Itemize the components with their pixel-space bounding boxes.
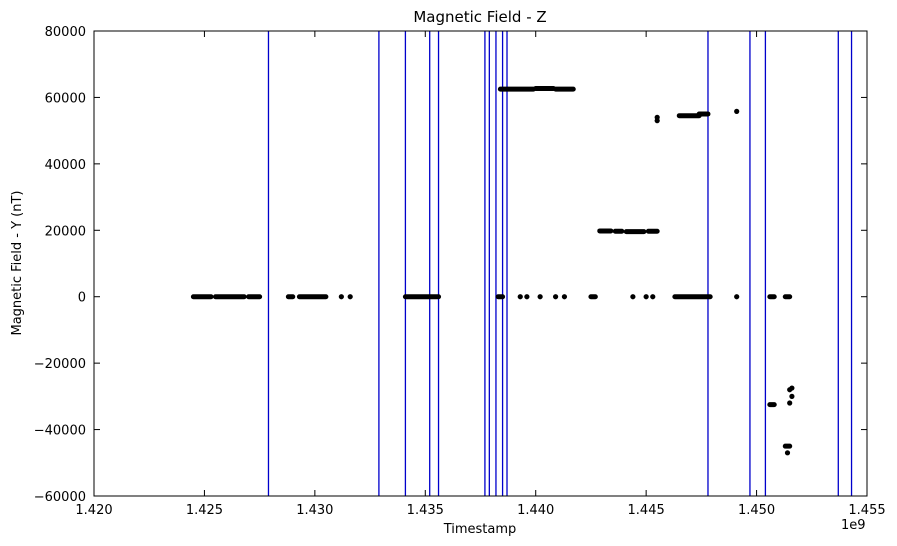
x-offset-label: 1e9 — [841, 518, 866, 533]
x-tick-label: 1.445 — [628, 503, 665, 518]
data-point — [784, 450, 791, 456]
data-point — [537, 294, 543, 300]
y-tick-label: −60000 — [34, 490, 86, 505]
data-point — [552, 294, 559, 300]
data-point — [643, 294, 649, 300]
y-tick-label: 0 — [78, 291, 86, 306]
data-point — [517, 294, 523, 300]
data-point — [650, 294, 656, 300]
x-tick-label: 1.455 — [848, 503, 885, 518]
data-point — [789, 385, 795, 391]
data-point — [347, 294, 353, 300]
y-axis-label: Magnetic Field - Y (nT) — [10, 190, 25, 335]
y-tick-label: 40000 — [45, 158, 86, 173]
x-tick-label: 1.420 — [75, 503, 112, 518]
x-tick-label: 1.430 — [296, 503, 333, 518]
x-tick-label: 1.435 — [407, 503, 444, 518]
data-point — [561, 294, 568, 300]
x-tick-label: 1.425 — [186, 503, 223, 518]
y-tick-label: −40000 — [34, 424, 86, 439]
y-tick-label: 60000 — [45, 91, 86, 106]
plot-frame — [93, 30, 868, 497]
data-point — [338, 294, 344, 300]
data-point — [787, 400, 793, 406]
y-tick-label: 80000 — [45, 25, 86, 40]
x-tick-label: 1.450 — [738, 503, 775, 518]
data-point — [630, 294, 636, 300]
plot-area — [190, 31, 853, 496]
y-tick-label: −20000 — [34, 357, 86, 372]
axis-ticks: 1.420 1.425 1.430 1.435 1.440 1.445 1.450 1.455… — [34, 25, 886, 518]
x-tick-label: 1.440 — [517, 503, 554, 518]
y-tick-label: 20000 — [45, 224, 86, 239]
x-axis-label: Timestamp — [443, 522, 517, 537]
data-point — [789, 393, 795, 399]
chart-title: Magnetic Field - Z — [413, 8, 546, 26]
data-point — [734, 108, 740, 114]
data-point — [524, 294, 530, 300]
data-point — [654, 114, 660, 120]
data-point — [734, 294, 740, 300]
